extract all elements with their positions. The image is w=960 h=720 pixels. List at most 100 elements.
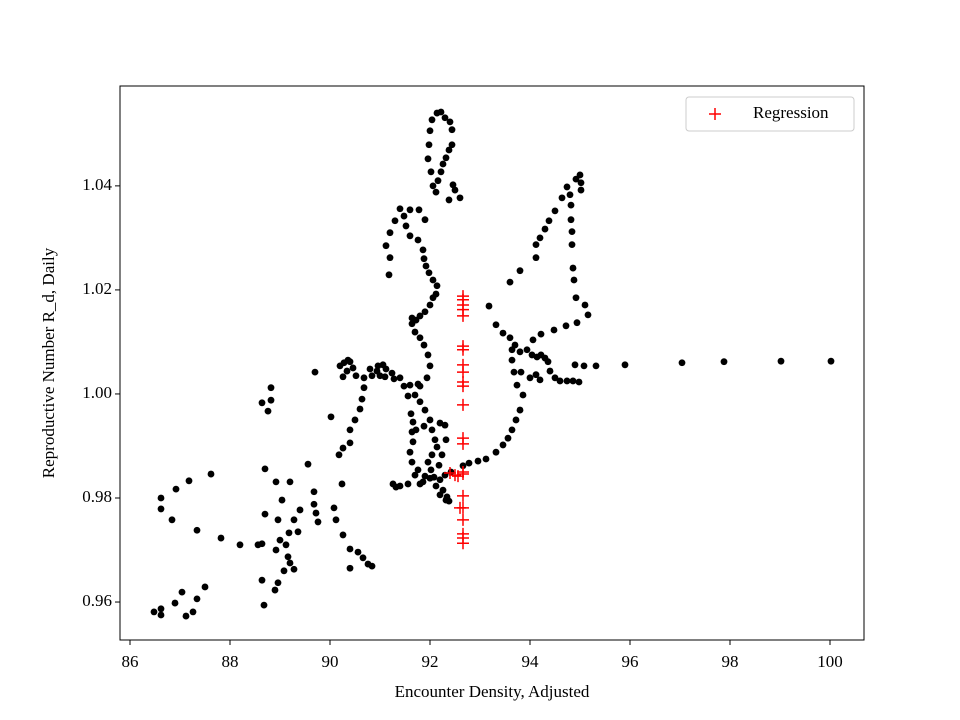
dot-marker — [406, 448, 414, 456]
dot-marker — [415, 206, 423, 214]
dot-marker — [412, 426, 420, 434]
dot-marker — [168, 516, 176, 524]
dot-marker — [516, 348, 524, 356]
legend-box — [685, 96, 855, 132]
dot-marker — [427, 168, 435, 176]
dot-marker — [512, 416, 520, 424]
dot-marker — [260, 601, 268, 609]
dot-marker — [396, 205, 404, 213]
dot-marker — [178, 588, 186, 596]
dot-marker — [368, 562, 376, 570]
dot-marker — [296, 506, 304, 514]
dot-marker — [566, 191, 574, 199]
dot-marker — [404, 392, 412, 400]
dot-marker — [419, 246, 427, 254]
plus-marker — [457, 437, 469, 450]
dot-marker — [346, 358, 354, 366]
dot-marker — [569, 264, 577, 272]
dot-marker — [584, 311, 592, 319]
dot-marker — [532, 371, 540, 379]
dot-marker — [435, 461, 443, 469]
dot-marker — [456, 194, 464, 202]
dot-marker — [346, 426, 354, 434]
dot-marker — [421, 406, 429, 414]
dot-marker — [312, 509, 320, 517]
dot-marker — [349, 364, 357, 372]
dot-marker — [391, 217, 399, 225]
dot-marker — [388, 369, 396, 377]
dot-marker — [556, 377, 564, 385]
plus-marker — [457, 343, 469, 356]
dot-marker — [516, 267, 524, 275]
y-axis-label: Reproductive Number R_d, Daily — [39, 247, 58, 478]
dot-marker — [465, 459, 473, 467]
dot-marker — [290, 565, 298, 573]
dot-marker — [193, 595, 201, 603]
dot-marker — [474, 457, 482, 465]
dot-marker — [376, 372, 384, 380]
dot-marker — [571, 361, 579, 369]
dot-marker — [294, 528, 302, 536]
x-tick-label: 100 — [817, 652, 843, 671]
dot-marker — [439, 160, 447, 168]
dot-marker — [172, 485, 180, 493]
dot-marker — [510, 368, 518, 376]
dot-marker — [430, 473, 438, 481]
dot-marker — [351, 416, 359, 424]
dot-marker — [182, 612, 190, 620]
dot-marker — [201, 583, 209, 591]
dot-marker — [827, 357, 835, 365]
dot-marker — [185, 477, 193, 485]
plus-marker — [457, 537, 469, 550]
dot-marker — [434, 177, 442, 185]
plus-marker — [457, 513, 469, 526]
dot-marker — [572, 294, 580, 302]
dot-marker — [446, 118, 454, 126]
dot-marker — [423, 374, 431, 382]
dot-marker — [271, 586, 279, 594]
dot-marker — [436, 491, 444, 499]
dot-marker — [421, 308, 429, 316]
dot-marker — [396, 482, 404, 490]
dot-marker — [442, 436, 450, 444]
dot-marker — [451, 186, 459, 194]
dot-marker — [356, 405, 364, 413]
dot-marker — [678, 359, 686, 367]
x-tick-label: 92 — [422, 652, 439, 671]
dot-marker — [506, 334, 514, 342]
dot-marker — [386, 254, 394, 262]
dot-marker — [352, 372, 360, 380]
dot-marker — [330, 504, 338, 512]
dot-marker — [157, 494, 165, 502]
dot-marker — [433, 443, 441, 451]
plus-marker — [457, 489, 469, 502]
dot-marker — [278, 496, 286, 504]
dot-marker — [414, 236, 422, 244]
dot-marker — [416, 334, 424, 342]
dot-marker — [558, 194, 566, 202]
dot-marker — [267, 396, 275, 404]
dot-marker — [286, 559, 294, 567]
dot-marker — [592, 362, 600, 370]
dot-marker — [360, 374, 368, 382]
dot-marker — [567, 216, 575, 224]
dot-marker — [258, 540, 266, 548]
dot-marker — [421, 216, 429, 224]
dot-marker — [436, 476, 444, 484]
dot-marker — [406, 232, 414, 240]
dot-marker — [720, 358, 728, 366]
dot-marker — [438, 451, 446, 459]
dot-marker — [437, 108, 445, 116]
dot-marker — [386, 229, 394, 237]
dot-marker — [445, 146, 453, 154]
dot-marker — [193, 526, 201, 534]
dot-marker — [310, 488, 318, 496]
dot-marker — [551, 207, 559, 215]
dot-marker — [286, 478, 294, 486]
dot-marker — [445, 196, 453, 204]
dot-marker — [310, 500, 318, 508]
dot-marker — [426, 301, 434, 309]
dot-marker — [536, 234, 544, 242]
